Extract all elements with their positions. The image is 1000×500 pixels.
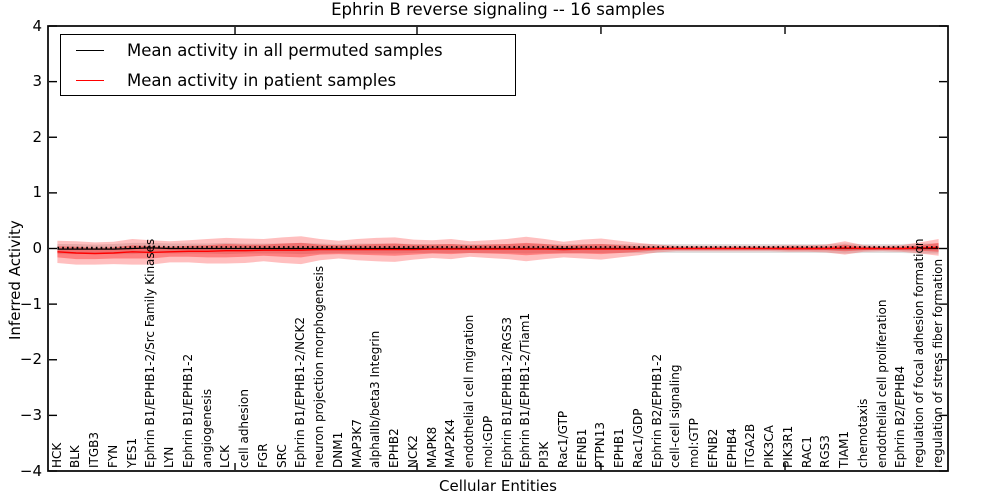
plot-border — [47, 25, 949, 472]
x-tick-label: mol:GDP — [480, 415, 495, 468]
y-tick-label: 3 — [32, 72, 42, 91]
x-tick-label: neuron projection morphogenesis — [312, 265, 327, 468]
x-tick-label: LCK — [218, 445, 233, 468]
y-tick-label: 1 — [32, 183, 42, 202]
x-tick-label: Ephrin B1/EPHB1-2/RGS3 — [499, 316, 514, 468]
x-tick-label: Ephrin B2/EPHB1-2 — [649, 353, 664, 468]
x-tick-label: SRC — [274, 444, 289, 468]
x-tick-label: PTPN13 — [593, 421, 608, 468]
permuted-line-swatch-icon — [76, 49, 104, 51]
x-tick-label: Rac1/GTP — [555, 410, 570, 468]
x-tick-label: PIK3CA — [762, 425, 777, 468]
x-tick-label: regulation of focal adhesion formation — [912, 238, 927, 468]
x-tick-label: Ephrin B1/EPHB1-2/Tiam1 — [518, 312, 533, 468]
x-tick-label: EFNB2 — [705, 428, 720, 468]
legend-label: Mean activity in all permuted samples — [127, 40, 443, 60]
x-tick-label: ITGB3 — [87, 431, 102, 468]
legend-entry-permuted: Mean activity in all permuted samples — [61, 37, 515, 63]
x-tick-label: alphaIIb/beta3 Integrin — [368, 330, 383, 468]
legend-label: Mean activity in patient samples — [127, 70, 397, 90]
x-tick-label: Rac1/GDP — [630, 408, 645, 468]
x-tick-label: YES1 — [124, 437, 139, 468]
x-tick-label: DNM1 — [330, 431, 345, 468]
y-tick-label: −2 — [19, 350, 42, 369]
x-tick-label: PIK3R1 — [780, 425, 795, 468]
x-tick-label: angiogenesis — [199, 388, 214, 468]
chart-title: Ephrin B reverse signaling -- 16 samples — [331, 0, 665, 19]
x-tick-label: RAC1 — [799, 436, 814, 468]
x-tick-label: EPHB2 — [387, 428, 402, 468]
x-tick-label: FGR — [255, 443, 270, 468]
patient-band-outer — [57, 236, 939, 265]
x-tick-label: Ephrin B1/EPHB1-2/NCK2 — [293, 317, 308, 468]
legend: Mean activity in all permuted samples Me… — [60, 34, 516, 96]
x-tick-label: LYN — [162, 446, 177, 468]
x-tick-label: RGS3 — [818, 435, 833, 468]
x-tick-label: cell adhesion — [237, 389, 252, 468]
x-tick-label: BLK — [68, 445, 83, 468]
x-tick-label: FYN — [105, 444, 120, 468]
x-tick-label: endothelial cell migration — [462, 314, 477, 468]
y-tick-label: −4 — [19, 461, 42, 480]
x-tick-label: regulation of stress fiber formation — [930, 258, 945, 468]
x-tick-label: ITGA2B — [743, 423, 758, 468]
y-tick-label: −3 — [19, 405, 42, 424]
y-tick-label: 4 — [32, 16, 42, 35]
y-tick-label: 0 — [32, 239, 42, 257]
x-tick-label: HCK — [49, 442, 64, 468]
x-tick-label: EFNB1 — [574, 428, 589, 468]
x-tick-label: EPHB4 — [724, 428, 739, 468]
x-tick-label: TIAM1 — [837, 430, 852, 468]
x-tick-label: chemotaxis — [855, 398, 870, 468]
x-tick-label: MAPK8 — [424, 426, 439, 468]
patient-line-swatch-icon — [76, 79, 104, 81]
x-tick-label: MAP2K4 — [443, 419, 458, 468]
y-tick-label: −1 — [19, 294, 42, 313]
x-tick-label: Ephrin B1/EPHB1-2 — [180, 353, 195, 468]
x-tick-label: cell-cell signaling — [668, 364, 683, 469]
patient-band-inner — [57, 242, 939, 260]
legend-entry-patient: Mean activity in patient samples — [61, 67, 515, 93]
x-tick-label: Ephrin B1/EPHB1-2/Src Family Kinases — [143, 238, 158, 468]
x-tick-label: endothelial cell proliferation — [874, 299, 889, 468]
x-tick-label: EPHB1 — [612, 428, 627, 468]
x-tick-label: PI3K — [537, 441, 552, 468]
x-tick-label: NCK2 — [405, 435, 420, 468]
x-tick-label: Ephrin B2/EPHB4 — [893, 365, 908, 468]
patient-mean-line — [57, 246, 939, 255]
x-tick-label: mol:GTP — [687, 418, 702, 468]
y-tick-label: 2 — [32, 127, 42, 146]
x-axis-label: Cellular Entities — [439, 477, 557, 495]
x-tick-label: MAP3K7 — [349, 419, 364, 468]
